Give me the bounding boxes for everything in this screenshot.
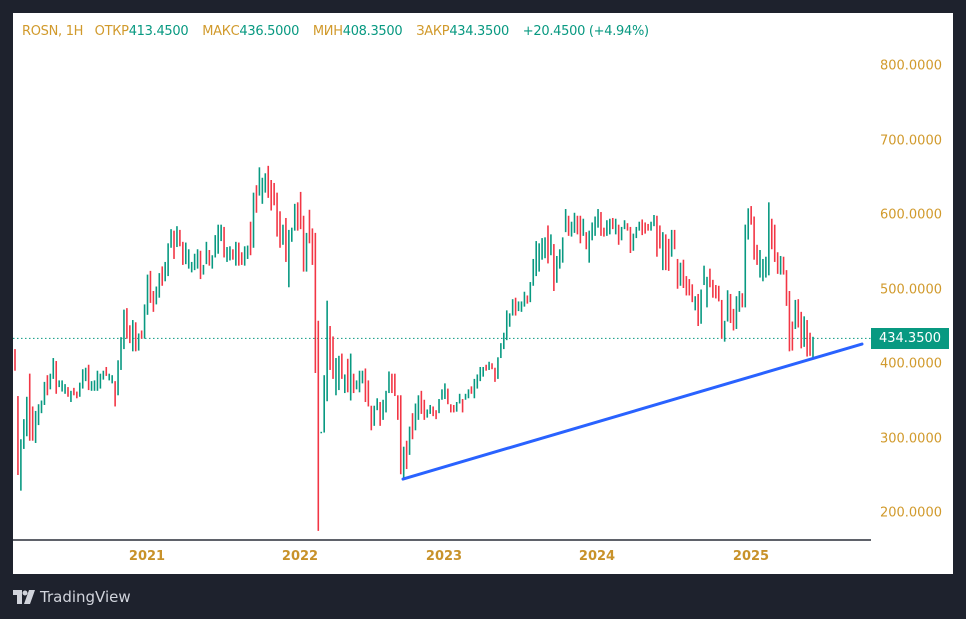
tradingview-logo[interactable]: TradingView: [13, 588, 131, 606]
time-tick-label: 2024: [578, 549, 616, 564]
low-value: 408.3500: [342, 24, 403, 39]
time-tick-label: 2025: [732, 549, 770, 564]
high-value: 436.5000: [239, 24, 300, 39]
price-tick-label: 200.0000: [879, 505, 942, 521]
low-label: МИН: [312, 24, 343, 39]
high-label: МАКС: [202, 24, 240, 39]
chart-panel[interactable]: [13, 13, 953, 574]
open-value: 413.4500: [128, 24, 189, 39]
close-label: ЗАКР: [416, 24, 450, 39]
symbol-label[interactable]: ROSN, 1Н: [22, 24, 84, 39]
price-tick-label: 500.0000: [879, 282, 942, 297]
close-value: 434.3500: [449, 24, 509, 39]
logo-text: TradingView: [40, 588, 131, 606]
change-value: +20.4500 (+4.94%): [522, 24, 649, 39]
open-label: ОТКР: [94, 24, 129, 39]
time-tick-label: 2021: [128, 549, 166, 564]
tradingview-logo-icon: [13, 590, 35, 604]
price-tick-label: 400.0000: [879, 356, 942, 372]
price-tick-label: 300.0000: [879, 431, 942, 446]
last-price-tag: 434.3500: [871, 328, 949, 349]
trend-line: [401, 342, 864, 481]
time-tick-label: 2023: [425, 549, 463, 564]
time-tick-label: 2022: [281, 549, 319, 564]
ohlc-legend: ROSN, 1Н ОТКР413.4500 МАКС436.5000 МИН40…: [22, 24, 659, 39]
price-tick-label: 800.0000: [879, 58, 942, 74]
price-tick-label: 600.0000: [879, 207, 942, 223]
price-tick-label: 700.0000: [879, 133, 942, 148]
